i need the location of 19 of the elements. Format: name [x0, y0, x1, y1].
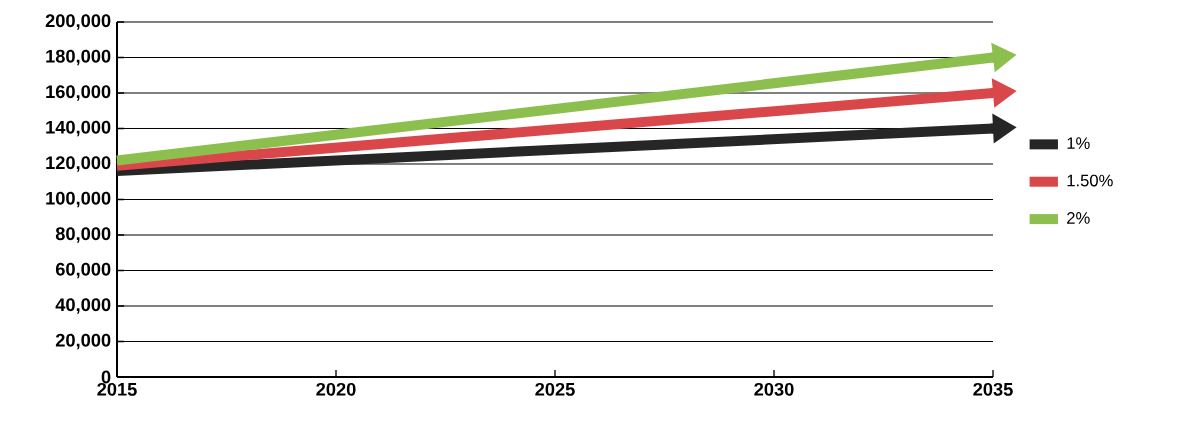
y-tick-label: 60,000 [55, 262, 111, 279]
y-tick-label: 160,000 [46, 85, 111, 101]
x-tick-label: 2015 [97, 382, 137, 396]
y-tick-label: 120,000 [46, 156, 111, 172]
legend-label: 1% [1067, 137, 1090, 149]
y-tick-label: 40,000 [55, 298, 111, 314]
x-tick-label: 2030 [754, 382, 794, 396]
legend-label: 1.50% [1067, 174, 1113, 187]
y-tick-label: 100,000 [46, 191, 111, 208]
y-tick-label: 20,000 [55, 333, 111, 350]
y-tick-label: 80,000 [55, 227, 111, 243]
y-tick-label: 140,000 [46, 120, 111, 137]
x-tick-label: 2035 [973, 382, 1013, 396]
y-tick-label: 0 [101, 370, 111, 384]
legend-label: 2% [1067, 212, 1090, 224]
y-tick-label: 180,000 [46, 49, 111, 66]
y-tick-label: 200,000 [45, 14, 111, 30]
x-tick-label: 2020 [316, 382, 356, 396]
x-tick-label: 2025 [535, 382, 575, 396]
